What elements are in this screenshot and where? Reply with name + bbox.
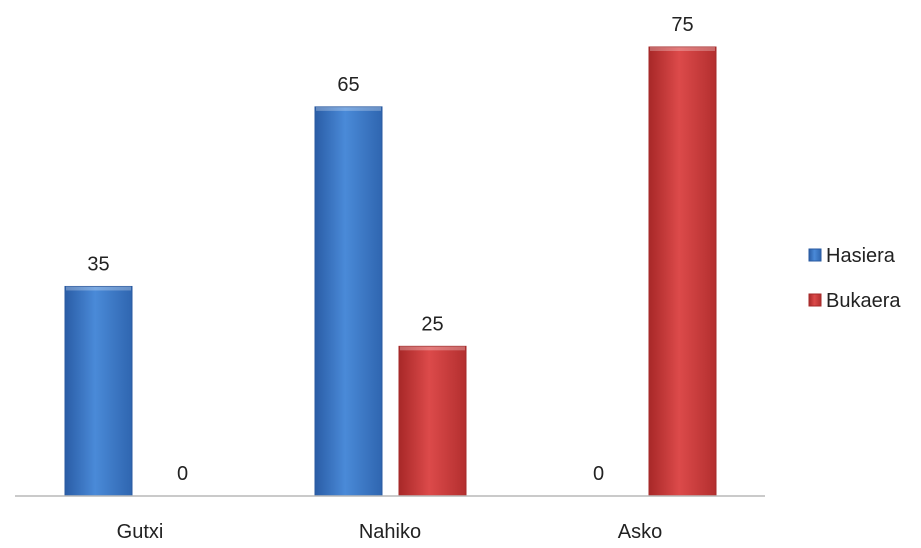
bar-highlight-bukaera-nahiko bbox=[400, 346, 465, 351]
data-label-bukaera-gutxi: 0 bbox=[177, 463, 188, 485]
data-label-bukaera-asko: 75 bbox=[671, 14, 693, 36]
data-label-hasiera-gutxi: 35 bbox=[87, 253, 109, 275]
data-label-hasiera-nahiko: 65 bbox=[337, 74, 359, 96]
legend-swatch-bukaera bbox=[808, 293, 822, 307]
legend-swatch-hasiera bbox=[808, 248, 822, 262]
bar-highlight-hasiera-gutxi bbox=[66, 286, 131, 291]
legend-label-hasiera: Hasiera bbox=[826, 245, 896, 267]
bar-bukaera-asko bbox=[648, 46, 717, 497]
bar-highlight-bukaera-asko bbox=[650, 47, 715, 51]
bar-hasiera-gutxi bbox=[64, 285, 133, 497]
x-tick-label-asko: Asko bbox=[618, 521, 662, 543]
bars-layer bbox=[64, 46, 717, 497]
legend-label-bukaera: Bukaera bbox=[826, 290, 901, 312]
data-labels-layer: 35 0 65 25 0 75 bbox=[87, 14, 693, 485]
bar-bukaera-nahiko bbox=[398, 345, 467, 497]
data-label-hasiera-asko: 0 bbox=[593, 463, 604, 485]
bar-highlight-hasiera-nahiko bbox=[316, 106, 381, 111]
x-tick-label-nahiko: Nahiko bbox=[359, 521, 421, 543]
x-tick-labels-layer: Gutxi Nahiko Asko bbox=[117, 521, 663, 543]
x-tick-label-gutxi: Gutxi bbox=[117, 521, 164, 543]
data-label-bukaera-nahiko: 25 bbox=[421, 313, 443, 335]
bar-hasiera-nahiko bbox=[314, 106, 383, 497]
legend: Hasiera Bukaera bbox=[808, 245, 901, 312]
